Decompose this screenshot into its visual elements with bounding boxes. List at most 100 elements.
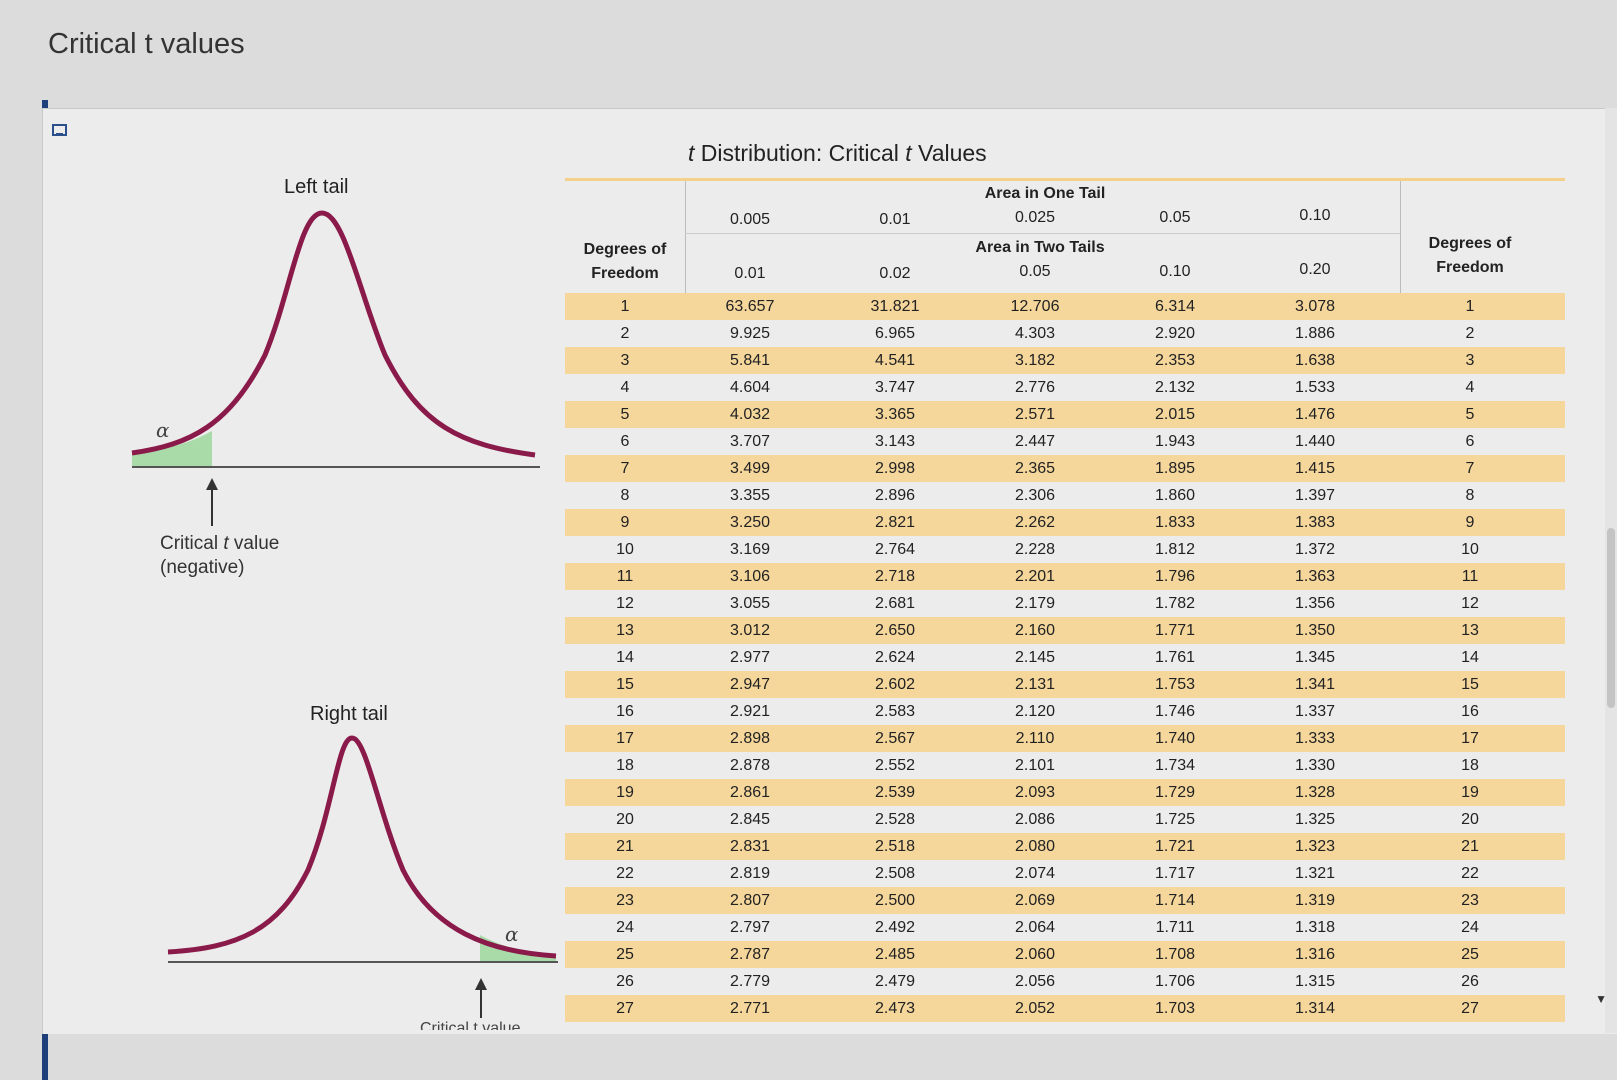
value-cell: 2.998 — [874, 460, 916, 477]
df-cell: 20 — [616, 811, 634, 828]
table-row: 27 2.771 2.473 2.052 1.703 1.314 27 — [565, 995, 1565, 1022]
two-tail-3: 0.10 — [1159, 263, 1191, 280]
df-cell-right: 2 — [1465, 325, 1475, 342]
value-cell: 2.552 — [874, 757, 916, 774]
table-row: 24 2.797 2.492 2.064 1.711 1.318 24 — [565, 914, 1565, 941]
table-row: 2 9.925 6.965 4.303 2.920 1.886 2 — [565, 320, 1565, 347]
df-cell: 13 — [616, 622, 634, 639]
value-cell: 3.747 — [874, 379, 916, 396]
df-cell: 15 — [616, 676, 634, 693]
df-cell: 6 — [620, 433, 630, 450]
value-cell: 1.711 — [1155, 919, 1195, 936]
value-cell: 1.703 — [1154, 1000, 1196, 1017]
value-cell: 1.350 — [1294, 622, 1336, 639]
df-cell: 7 — [620, 460, 630, 477]
df-cell: 11 — [616, 568, 634, 585]
left-tail-label: Left tail — [284, 176, 349, 198]
df-cell-right: 8 — [1465, 487, 1475, 504]
df-cell-right: 5 — [1465, 406, 1475, 423]
value-cell: 3.355 — [729, 487, 771, 504]
value-cell: 1.721 — [1154, 838, 1196, 855]
value-cell: 1.333 — [1294, 730, 1336, 747]
value-cell: 3.169 — [729, 541, 771, 558]
value-cell: 1.725 — [1154, 811, 1196, 828]
value-cell: 2.056 — [1014, 973, 1056, 990]
df-cell-right: 23 — [1461, 892, 1479, 909]
value-cell: 1.319 — [1294, 892, 1336, 909]
value-cell: 2.807 — [729, 892, 771, 909]
value-cell: 1.860 — [1154, 487, 1196, 504]
value-cell: 3.250 — [729, 514, 771, 531]
value-cell: 2.602 — [874, 676, 916, 693]
two-tail-1: 0.02 — [879, 265, 911, 282]
value-cell: 1.397 — [1294, 487, 1336, 504]
value-cell: 2.567 — [874, 730, 916, 747]
value-cell: 2.650 — [874, 622, 916, 639]
value-cell: 1.746 — [1154, 703, 1196, 720]
df-cell: 16 — [616, 703, 634, 720]
value-cell: 1.325 — [1294, 811, 1336, 828]
value-cell: 63.657 — [725, 298, 775, 315]
value-cell: 2.539 — [874, 784, 916, 801]
value-cell: 1.761 — [1154, 649, 1196, 666]
table-row: 8 3.355 2.896 2.306 1.860 1.397 8 — [565, 482, 1565, 509]
value-cell: 1.533 — [1294, 379, 1336, 396]
value-cell: 1.323 — [1294, 838, 1336, 855]
value-cell: 3.707 — [729, 433, 771, 450]
table-row: 25 2.787 2.485 2.060 1.708 1.316 25 — [565, 941, 1565, 968]
right-tail-label: Right tail — [310, 703, 388, 725]
table-row: 21 2.831 2.518 2.080 1.721 1.323 21 — [565, 833, 1565, 860]
table-row: 6 3.707 3.143 2.447 1.943 1.440 6 — [565, 428, 1565, 455]
value-cell: 2.353 — [1154, 352, 1196, 369]
df-cell-right: 4 — [1465, 379, 1475, 396]
value-cell: 1.638 — [1294, 352, 1336, 369]
value-cell: 5.841 — [729, 352, 771, 369]
df-cell-right: 27 — [1461, 1000, 1479, 1017]
value-cell: 2.977 — [729, 649, 771, 666]
value-cell: 1.706 — [1154, 973, 1196, 990]
table-row: 9 3.250 2.821 2.262 1.833 1.383 9 — [565, 509, 1565, 536]
scrollbar[interactable] — [1605, 108, 1617, 1033]
df-cell-right: 9 — [1465, 514, 1475, 531]
value-cell: 2.764 — [874, 541, 916, 558]
table-row: 18 2.878 2.552 2.101 1.734 1.330 18 — [565, 752, 1565, 779]
value-cell: 4.032 — [729, 406, 771, 423]
df-cell: 4 — [620, 379, 630, 396]
value-cell: 1.415 — [1294, 460, 1336, 477]
value-cell: 1.440 — [1294, 433, 1336, 450]
value-cell: 4.604 — [729, 379, 771, 396]
df-cell-right: 17 — [1461, 730, 1479, 747]
df-header-right-2: Freedom — [1436, 259, 1504, 276]
value-cell: 2.052 — [1014, 1000, 1056, 1017]
value-cell: 3.182 — [1014, 352, 1056, 369]
df-cell-right: 14 — [1461, 649, 1479, 666]
df-cell: 23 — [616, 892, 634, 909]
scroll-down-icon[interactable]: ▼ — [1595, 992, 1607, 1006]
df-cell-right: 7 — [1465, 460, 1475, 477]
table-row: 4 4.604 3.747 2.776 2.132 1.533 4 — [565, 374, 1565, 401]
one-tail-2: 0.025 — [1014, 209, 1056, 226]
df-cell-right: 13 — [1461, 622, 1479, 639]
scroll-thumb[interactable] — [1607, 528, 1615, 708]
table-row: 14 2.977 2.624 2.145 1.761 1.345 14 — [565, 644, 1565, 671]
table-row: 16 2.921 2.583 2.120 1.746 1.337 16 — [565, 698, 1565, 725]
value-cell: 1.345 — [1294, 649, 1336, 666]
value-cell: 4.541 — [874, 352, 916, 369]
value-cell: 1.372 — [1294, 541, 1336, 558]
value-cell: 1.812 — [1154, 541, 1196, 558]
expand-icon[interactable] — [52, 124, 68, 138]
table-body: 1 63.657 31.821 12.706 6.314 3.078 1 2 9.925 6.96… — [565, 293, 1565, 1022]
df-cell: 2 — [620, 325, 630, 342]
table-row: 20 2.845 2.528 2.086 1.725 1.325 20 — [565, 806, 1565, 833]
value-cell: 2.306 — [1014, 487, 1056, 504]
value-cell: 1.782 — [1154, 595, 1196, 612]
value-cell: 2.518 — [874, 838, 916, 855]
value-cell: 2.947 — [729, 676, 771, 693]
df-cell: 21 — [616, 838, 634, 855]
df-cell: 8 — [620, 487, 630, 504]
df-cell-right: 22 — [1461, 865, 1479, 882]
df-header-right-1: Degrees of — [1428, 235, 1512, 252]
value-cell: 2.485 — [874, 946, 916, 963]
table-row: 23 2.807 2.500 2.069 1.714 1.319 23 — [565, 887, 1565, 914]
df-cell: 22 — [616, 865, 634, 882]
